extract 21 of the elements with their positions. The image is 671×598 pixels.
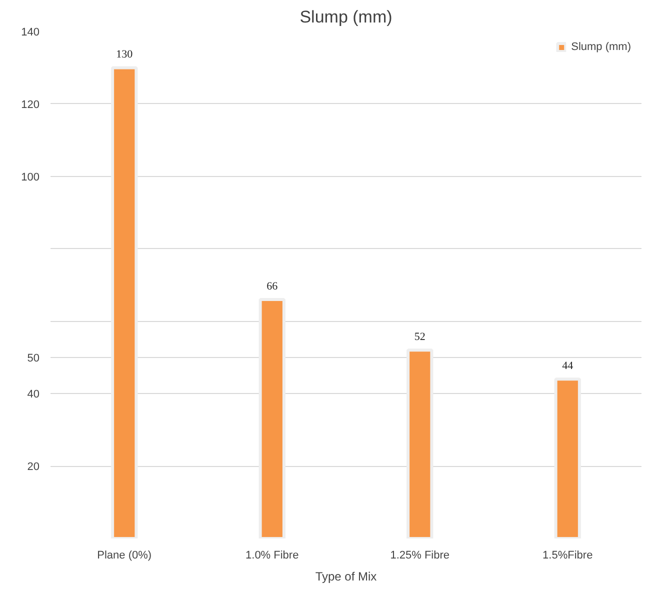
- data-label: 52: [414, 331, 426, 344]
- x-axis-title: Type of Mix: [315, 570, 377, 584]
- y-tick-label: 20: [27, 461, 40, 474]
- x-tick-label: 1.5%Fibre: [542, 550, 593, 562]
- x-tick-label: Plane (0%): [97, 550, 152, 562]
- data-label: 66: [266, 280, 278, 292]
- bar: [258, 298, 286, 538]
- bar: [111, 66, 138, 538]
- x-tick-label: 1.0% Fibre: [246, 550, 299, 562]
- x-tick-label: 1.25% Fibre: [390, 550, 450, 562]
- data-label: 44: [562, 360, 574, 372]
- y-tick-label: 50: [27, 352, 40, 364]
- y-tick-label: 40: [27, 388, 40, 401]
- bar: [554, 378, 581, 538]
- data-label: 130: [116, 48, 134, 61]
- y-tick-label: 120: [21, 98, 40, 111]
- y-tick-label: 100: [21, 171, 40, 184]
- y-tick-label: 140: [21, 26, 40, 38]
- chart-title: Slump (mm): [300, 8, 392, 26]
- legend-label: Slump (mm): [571, 41, 631, 53]
- bar: [406, 348, 434, 538]
